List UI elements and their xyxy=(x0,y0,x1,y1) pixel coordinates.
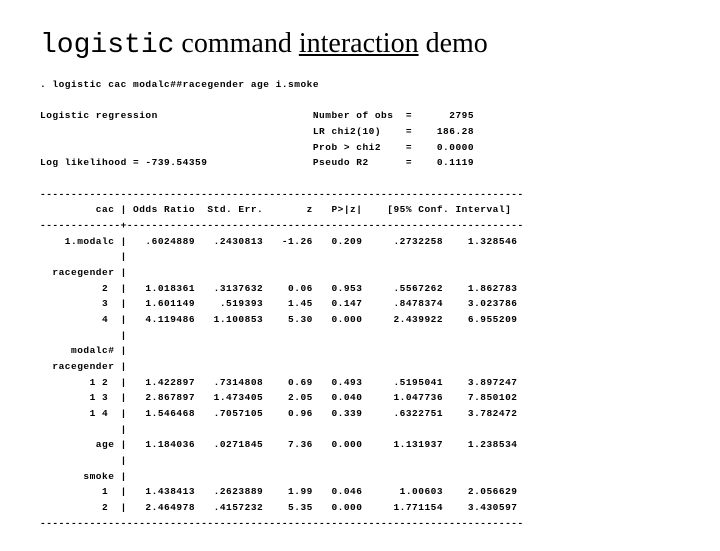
title-underline: interaction xyxy=(299,28,419,59)
title-mono: logistic xyxy=(40,30,174,61)
title-p2: command xyxy=(174,28,298,59)
regression-output: . logistic cac modalc##racegender age i.… xyxy=(40,77,680,531)
title-p4: demo xyxy=(419,28,488,59)
page-title: logistic command interaction demo xyxy=(40,28,680,61)
